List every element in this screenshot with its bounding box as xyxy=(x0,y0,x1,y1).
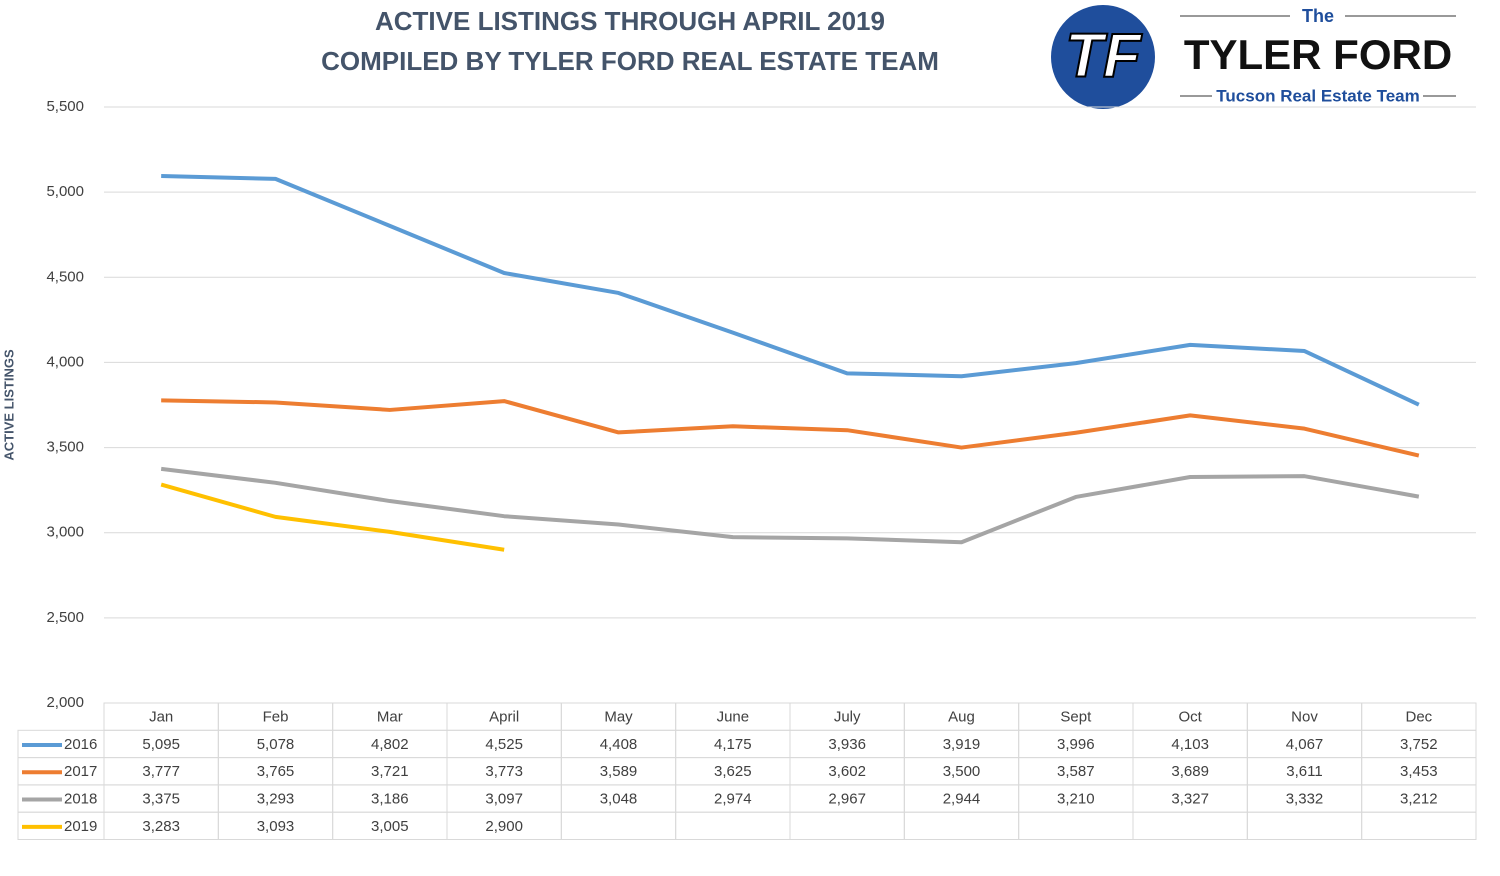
table-value: 3,005 xyxy=(371,818,409,835)
table-value: 3,375 xyxy=(142,791,180,808)
table-value: 2,967 xyxy=(828,791,866,808)
table-value: 2,974 xyxy=(714,791,752,808)
x-tick-label: April xyxy=(489,709,519,726)
y-tick-label: 3,000 xyxy=(46,524,84,541)
legend-label: 2016 xyxy=(64,736,97,753)
chart-title: ACTIVE LISTINGS THROUGH APRIL 2019 xyxy=(375,6,885,36)
logo-circle xyxy=(1051,5,1155,109)
table-cell xyxy=(789,811,905,841)
series-line xyxy=(160,466,1420,545)
table-cell xyxy=(903,811,1020,841)
logo-initials: TF xyxy=(1065,21,1143,90)
table-value: 3,625 xyxy=(714,763,752,780)
table-value: 3,996 xyxy=(1057,736,1095,753)
logo: TF The TYLER FORD Tucson Real Estate Tea… xyxy=(1051,5,1456,109)
table-value: 3,186 xyxy=(371,791,409,808)
y-tick-label: 2,000 xyxy=(46,694,84,711)
table-value: 3,210 xyxy=(1057,791,1095,808)
table-value: 4,802 xyxy=(371,736,409,753)
table-value: 3,500 xyxy=(943,763,981,780)
y-tick-label: 4,000 xyxy=(46,353,84,370)
x-tick-label: Aug xyxy=(948,709,975,726)
x-tick-label: Mar xyxy=(377,709,403,726)
x-tick-label: June xyxy=(717,709,750,726)
series-line xyxy=(160,482,505,552)
x-tick-label: July xyxy=(834,709,861,726)
table-value: 3,212 xyxy=(1400,791,1438,808)
table-value: 4,175 xyxy=(714,736,752,753)
y-axis-label: ACTIVE LISTINGS xyxy=(1,349,16,461)
legend-label: 2018 xyxy=(64,791,97,808)
table-value: 3,589 xyxy=(600,763,638,780)
series-line xyxy=(161,173,1420,407)
logo-name: TYLER FORD xyxy=(1184,31,1452,78)
logo-the: The xyxy=(1302,6,1334,26)
table-value: 3,752 xyxy=(1400,736,1438,753)
table-value: 3,093 xyxy=(257,818,295,835)
table-value: 3,919 xyxy=(943,736,981,753)
table-value: 5,095 xyxy=(142,736,180,753)
y-tick-label: 4,500 xyxy=(46,268,84,285)
table-value: 3,453 xyxy=(1400,763,1438,780)
table-value: 3,602 xyxy=(828,763,866,780)
table-value: 4,408 xyxy=(600,736,638,753)
x-tick-label: Jan xyxy=(149,709,173,726)
table-value: 4,067 xyxy=(1286,736,1324,753)
x-tick-label: Dec xyxy=(1405,709,1432,726)
y-tick-label: 5,500 xyxy=(46,98,84,115)
table-value: 3,773 xyxy=(485,763,523,780)
logo-tagline: Tucson Real Estate Team xyxy=(1216,86,1419,105)
table-value: 3,293 xyxy=(257,791,295,808)
table-value: 3,327 xyxy=(1171,791,1209,808)
table-cell xyxy=(675,811,791,841)
table-value: 4,103 xyxy=(1171,736,1209,753)
table-cell xyxy=(560,811,677,841)
table-value: 4,525 xyxy=(485,736,523,753)
table-value: 3,097 xyxy=(485,791,523,808)
y-tick-label: 2,500 xyxy=(46,609,84,626)
legend-label: 2019 xyxy=(64,818,97,835)
table-cell xyxy=(1361,811,1477,841)
table-value: 2,944 xyxy=(943,791,981,808)
table-value: 3,283 xyxy=(142,818,180,835)
table-value: 3,765 xyxy=(257,763,295,780)
table-value: 3,777 xyxy=(142,763,180,780)
series-line xyxy=(161,398,1420,458)
table-value: 2,900 xyxy=(485,818,523,835)
table-value: 3,587 xyxy=(1057,763,1095,780)
table-cell xyxy=(1246,811,1363,841)
table-value: 3,721 xyxy=(371,763,409,780)
table-value: 3,611 xyxy=(1286,763,1322,780)
x-tick-label: Sept xyxy=(1060,709,1092,726)
table-value: 3,689 xyxy=(1171,763,1209,780)
table-cell xyxy=(17,811,105,841)
y-tick-label: 3,500 xyxy=(46,439,84,456)
table-value: 3,048 xyxy=(600,791,638,808)
x-tick-label: Nov xyxy=(1291,709,1318,726)
table-cell xyxy=(1132,811,1248,841)
chart-subtitle: COMPILED BY TYLER FORD REAL ESTATE TEAM xyxy=(321,46,939,76)
x-tick-label: Feb xyxy=(263,709,289,726)
legend-label: 2017 xyxy=(64,763,97,780)
x-tick-label: May xyxy=(604,709,633,726)
table-cell xyxy=(1018,811,1134,841)
x-tick-label: Oct xyxy=(1178,709,1202,726)
table-value: 5,078 xyxy=(257,736,295,753)
table-value: 3,332 xyxy=(1286,791,1324,808)
table-value: 3,936 xyxy=(828,736,866,753)
y-tick-label: 5,000 xyxy=(46,183,84,200)
